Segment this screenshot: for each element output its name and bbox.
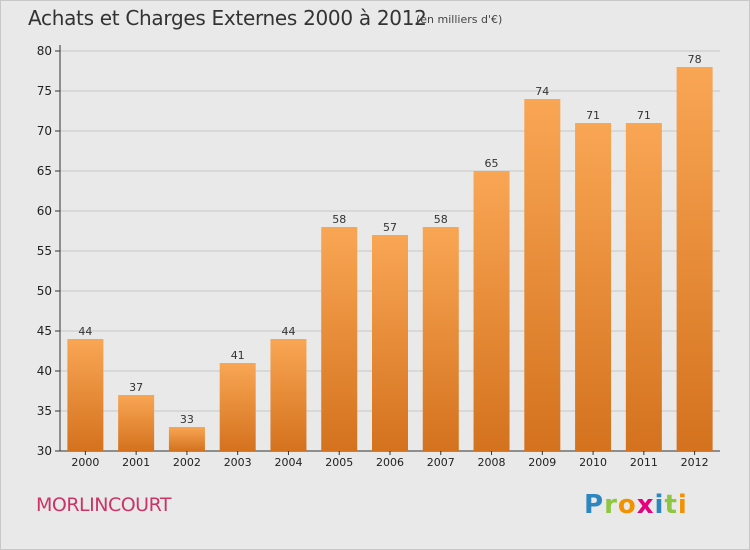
bar	[524, 99, 561, 451]
data-label: 58	[434, 213, 448, 226]
x-tick-label: 2004	[274, 456, 302, 469]
bar	[67, 339, 104, 451]
bar	[372, 235, 408, 451]
logo-letter: t	[664, 490, 678, 520]
data-label: 44	[78, 325, 92, 338]
x-tick-label: 2012	[681, 456, 709, 469]
logo-letter: r	[604, 490, 618, 520]
bars	[67, 67, 713, 451]
bar	[422, 227, 459, 451]
bar	[473, 171, 510, 451]
data-label: 57	[383, 221, 397, 234]
x-tick-label: 2007	[427, 456, 455, 469]
logo-letter: o	[617, 490, 637, 520]
bar	[625, 123, 662, 451]
bar	[575, 123, 612, 451]
logo-letter: i	[654, 490, 665, 520]
y-tick-label: 35	[37, 404, 52, 418]
x-tick-label: 2010	[579, 456, 607, 469]
x-tick-label: 2003	[224, 456, 252, 469]
y-tick-label: 75	[37, 84, 52, 98]
logo-letter: P	[584, 490, 605, 520]
data-label: 58	[332, 213, 346, 226]
x-tick-label: 2006	[376, 456, 404, 469]
data-labels: 44 37 33 41 44 58 57 58 65 74 71 71 78	[78, 53, 701, 426]
x-tick-label: 2000	[71, 456, 99, 469]
data-label: 41	[231, 349, 245, 362]
data-label: 71	[586, 109, 600, 122]
x-tick-label: 2005	[325, 456, 353, 469]
y-tick-label: 70	[37, 124, 52, 138]
y-tick-label: 30	[37, 444, 52, 458]
y-tick-label: 45	[37, 324, 52, 338]
logo-letter: i	[677, 490, 688, 520]
y-tick-label: 65	[37, 164, 52, 178]
bar	[118, 395, 155, 451]
data-label: 71	[637, 109, 651, 122]
data-label: 74	[535, 85, 549, 98]
data-label: 37	[129, 381, 143, 394]
y-tick-label: 80	[37, 44, 52, 58]
bar	[168, 427, 205, 451]
x-tick-label: 2001	[122, 456, 150, 469]
y-tick-label: 55	[37, 244, 52, 258]
y-tick-label: 40	[37, 364, 52, 378]
chart-subtitle: (en milliers d'€)	[416, 13, 503, 26]
bar	[321, 227, 358, 451]
x-tick-label: 2011	[630, 456, 658, 469]
chart-title: Achats et Charges Externes 2000 à 2012	[28, 6, 427, 30]
data-label: 65	[485, 157, 499, 170]
logo-letter: x	[636, 490, 655, 520]
x-tick-label: 2008	[478, 456, 506, 469]
data-label: 78	[688, 53, 702, 66]
commune-name: MORLINCOURT	[36, 494, 172, 516]
y-tick-label: 50	[37, 284, 52, 298]
x-tick-label: 2009	[528, 456, 556, 469]
bar	[676, 67, 713, 451]
x-tick-label: 2002	[173, 456, 201, 469]
data-label: 33	[180, 413, 194, 426]
data-label: 44	[281, 325, 295, 338]
bar	[219, 363, 256, 451]
y-tick-label: 60	[37, 204, 52, 218]
bar	[270, 339, 307, 451]
proxiti-logo[interactable]: Proxiti	[584, 490, 688, 520]
